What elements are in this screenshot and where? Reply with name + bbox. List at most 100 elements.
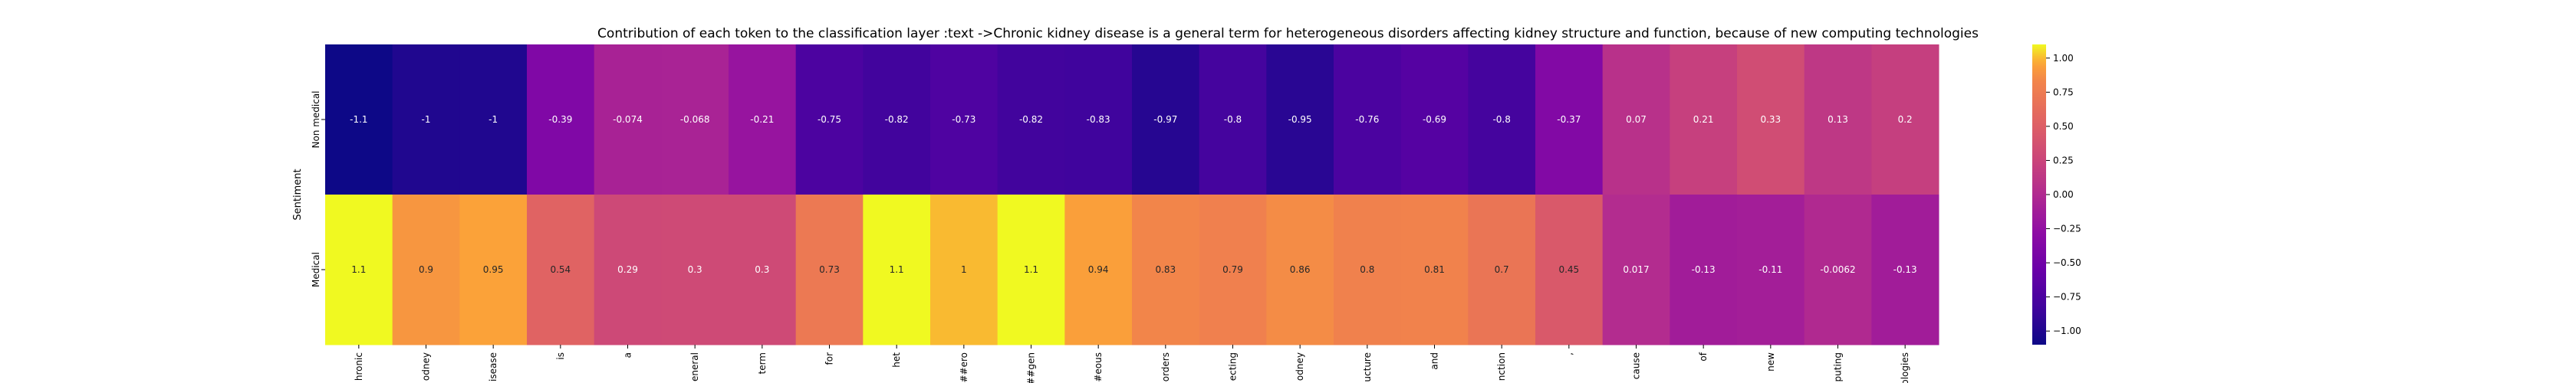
x-tick-label: is bbox=[555, 352, 566, 360]
colorbar-tick-label: 0.00 bbox=[2053, 189, 2074, 200]
cell-value-label: 0.94 bbox=[1088, 264, 1109, 275]
x-tick-label: cause bbox=[1631, 352, 1642, 379]
cell-value-label: 0.73 bbox=[819, 264, 840, 275]
cell-value-label: 0.86 bbox=[1290, 264, 1311, 275]
heatmap-cell bbox=[863, 195, 931, 345]
heatmap-cell bbox=[1334, 44, 1402, 195]
heatmap-cell bbox=[1468, 195, 1536, 345]
cell-value-label: -0.82 bbox=[885, 114, 909, 125]
colorbar-tick-label: −0.25 bbox=[2053, 224, 2081, 234]
x-tick-label: odney bbox=[1295, 352, 1305, 381]
heatmap-cell bbox=[1266, 44, 1334, 195]
cell-value-label: 0.3 bbox=[688, 264, 702, 275]
cell-value-label: -1.1 bbox=[350, 114, 367, 125]
cell-value-label: -1 bbox=[422, 114, 431, 125]
cell-value-label: -0.83 bbox=[1087, 114, 1110, 125]
x-tick-label: ucture bbox=[1362, 352, 1373, 382]
colorbar-tick-label: 0.75 bbox=[2053, 87, 2074, 97]
x-tick-label: #eous bbox=[1093, 352, 1104, 382]
heatmap-cell bbox=[1132, 44, 1200, 195]
x-tick-label: ##gen bbox=[1026, 352, 1037, 383]
cell-value-label: 0.54 bbox=[550, 264, 571, 275]
heatmap-cell bbox=[1670, 44, 1738, 195]
x-tick-label: of bbox=[1698, 352, 1709, 361]
heatmap-cell bbox=[795, 44, 864, 195]
cell-value-label: -0.95 bbox=[1288, 114, 1312, 125]
cell-value-label: -0.82 bbox=[1019, 114, 1043, 125]
heatmap-cell bbox=[1400, 195, 1469, 345]
colorbar bbox=[2032, 44, 2046, 345]
cell-value-label: -0.13 bbox=[1893, 264, 1917, 275]
heatmap-cell bbox=[392, 44, 460, 195]
heatmap-cell bbox=[1266, 195, 1334, 345]
colorbar-tick-label: −0.75 bbox=[2053, 292, 2081, 303]
x-tick-label: odney bbox=[421, 352, 432, 381]
x-tick-label: ##ero bbox=[959, 352, 969, 383]
colorbar-tick-label: −1.00 bbox=[2053, 326, 2081, 336]
cell-value-label: -0.69 bbox=[1423, 114, 1446, 125]
cell-value-label: 0.45 bbox=[1558, 264, 1579, 275]
x-tick-label: nction bbox=[1496, 352, 1507, 381]
cell-value-label: -0.11 bbox=[1758, 264, 1782, 275]
cell-value-label: 0.9 bbox=[419, 264, 433, 275]
cell-value-label: -0.0062 bbox=[1820, 264, 1855, 275]
cell-value-label: 0.83 bbox=[1155, 264, 1176, 275]
cell-value-label: -0.8 bbox=[1492, 114, 1510, 125]
x-tick-label: ologies bbox=[1900, 352, 1910, 383]
x-tick-label: term bbox=[757, 352, 768, 375]
heatmap-cell bbox=[1132, 195, 1200, 345]
heatmap-cell bbox=[729, 44, 797, 195]
heatmap-cell bbox=[459, 44, 528, 195]
colorbar-tick-label: −0.50 bbox=[2053, 257, 2081, 268]
x-tick-label: hronic bbox=[354, 352, 364, 381]
cell-value-label: -0.75 bbox=[818, 114, 841, 125]
cell-value-label: -0.97 bbox=[1153, 114, 1177, 125]
cell-value-label: 0.81 bbox=[1424, 264, 1445, 275]
heatmap-cell bbox=[594, 195, 662, 345]
heatmap-cell bbox=[1199, 44, 1267, 195]
heatmap-cell bbox=[1064, 195, 1133, 345]
cell-value-label: 1.1 bbox=[1024, 264, 1038, 275]
heatmap-cell bbox=[1535, 44, 1604, 195]
heatmap-cell bbox=[661, 195, 729, 345]
x-tick-label: orders bbox=[1160, 352, 1171, 381]
cell-value-label: -0.21 bbox=[750, 114, 774, 125]
heatmap-cell bbox=[1468, 44, 1536, 195]
cell-value-label: -0.73 bbox=[952, 114, 975, 125]
heatmap-cell bbox=[325, 195, 393, 345]
x-tick-label: for bbox=[824, 352, 835, 365]
cell-value-label: -1 bbox=[489, 114, 498, 125]
heatmap-cell bbox=[1804, 44, 1872, 195]
heatmap-cell bbox=[997, 195, 1065, 345]
heatmap-cell bbox=[1064, 44, 1133, 195]
heatmap-cell bbox=[863, 44, 931, 195]
cell-value-label: 0.33 bbox=[1760, 114, 1781, 125]
heatmap-cell bbox=[1602, 195, 1670, 345]
cell-value-label: 0.79 bbox=[1222, 264, 1243, 275]
x-tick-label: ecting bbox=[1228, 352, 1239, 381]
cell-value-label: 0.8 bbox=[1360, 264, 1374, 275]
cell-value-label: -0.8 bbox=[1224, 114, 1242, 125]
heatmap-cell bbox=[1804, 195, 1872, 345]
heatmap-cell bbox=[1737, 195, 1805, 345]
heatmap-cell bbox=[1535, 195, 1604, 345]
x-tick-label: puting bbox=[1833, 352, 1844, 381]
cell-value-label: -0.068 bbox=[680, 114, 710, 125]
y-tick-label: Non medical bbox=[311, 90, 321, 148]
heatmap-cell bbox=[1871, 44, 1939, 195]
cell-value-label: 0.95 bbox=[483, 264, 504, 275]
heatmap-cell bbox=[997, 44, 1065, 195]
heatmap-cell bbox=[1871, 195, 1939, 345]
heatmap-cell bbox=[729, 195, 797, 345]
colorbar-tick-label: 0.50 bbox=[2053, 121, 2074, 132]
heatmap-cell bbox=[527, 195, 595, 345]
heatmap-cell bbox=[1737, 44, 1805, 195]
cell-value-label: 0.29 bbox=[617, 264, 638, 275]
heatmap-cell bbox=[930, 44, 998, 195]
x-tick-label: eneral bbox=[689, 352, 700, 381]
cell-value-label: 0.2 bbox=[1898, 114, 1913, 125]
cell-value-label: 0.13 bbox=[1828, 114, 1848, 125]
colorbar-tick-label: 0.25 bbox=[2053, 155, 2074, 165]
cell-value-label: 0.3 bbox=[755, 264, 769, 275]
cell-value-label: -0.39 bbox=[548, 114, 572, 125]
